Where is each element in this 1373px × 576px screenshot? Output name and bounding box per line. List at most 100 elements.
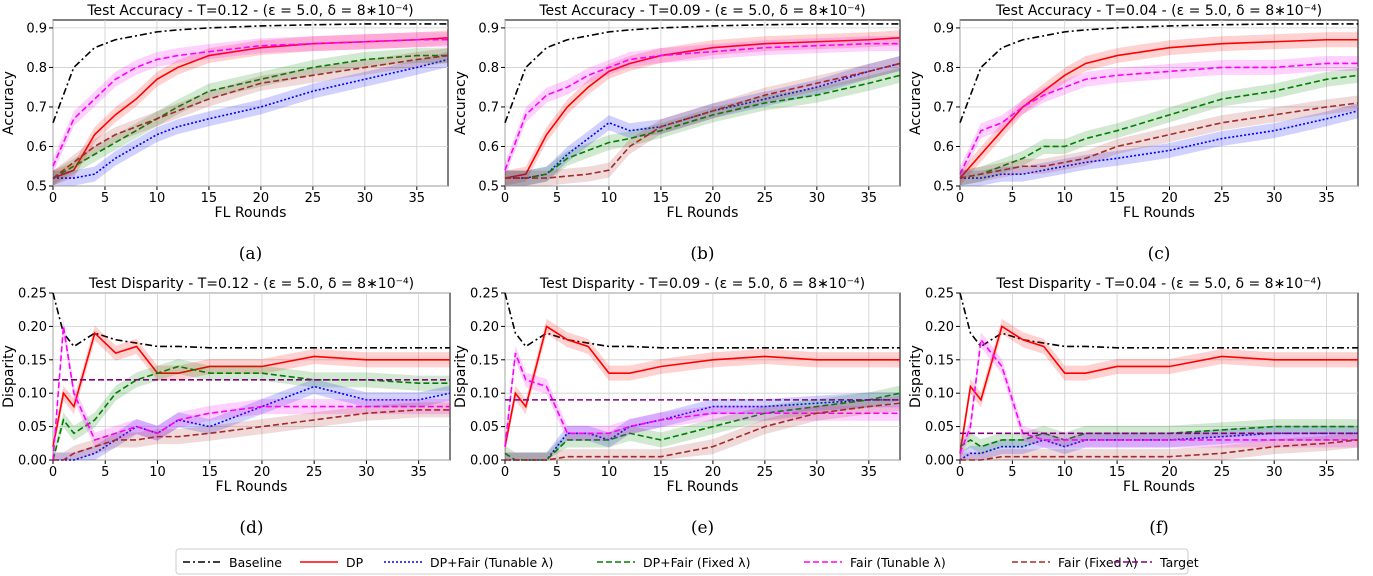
y-tick-label: 0.8 [26,61,47,76]
x-tick-label: 35 [861,191,878,206]
y-tick-label: 0.10 [470,387,499,402]
x-tick-label: 30 [357,191,374,206]
legend-label: Fair (Tunable λ) [850,555,946,570]
series-line [52,54,449,179]
subfigure-caption: (b) [690,244,714,264]
y-axis-label: Disparity [1,345,17,408]
legend-item: Fair (Fixed λ) [1012,555,1138,570]
y-tick-label: 0.5 [933,180,954,195]
x-tick-label: 0 [49,465,57,480]
legend-item: Fair (Tunable λ) [804,555,946,570]
y-tick-label: 0.00 [18,454,47,469]
confidence-band [960,432,1358,460]
series-line [53,58,449,179]
x-tick-label: 35 [410,465,427,480]
subfigure-caption: (a) [239,244,262,264]
series-line [959,74,1359,179]
y-axis-label: Accuracy [453,71,469,135]
series-line [53,409,450,461]
confidence-band [53,30,448,186]
legend-label: DP [346,555,364,570]
series-line [504,352,900,447]
y-tick-label: 0.5 [478,180,499,195]
series-line [504,392,901,461]
confidence-band [505,30,900,186]
x-tick-label: 15 [653,465,670,480]
confidence-band [53,318,450,460]
chart-title: Test Accuracy - T=0.04 - (ε = 5.0, δ = 8… [995,3,1322,19]
confidence-band [960,332,1358,460]
legend-item: DP+Fair (Fixed λ) [597,555,750,570]
chart-panel-4: 0 5 10 15 20 25 30 35 0.00 0.05 0.10 0.15 0.20 0.25 Te… [1,276,451,538]
series-line [52,326,450,461]
confidence-band [960,56,1358,182]
legend: Baseline DP DP+Fair (Tunable λ) DP+Fair (Fi… [175,548,1199,575]
chart-panel-6: 0 5 10 15 20 25 30 35 0.00 0.05 0.10 0.15 0.20 0.25 Te… [908,276,1359,538]
x-tick-label: 35 [1318,191,1335,206]
confidence-band [53,48,448,186]
y-tick-label: 0.7 [478,100,499,115]
chart-title: Test Disparity - T=0.04 - (ε = 5.0, δ = … [995,276,1321,292]
confidence-band [505,56,900,186]
x-tick-label: 15 [653,191,670,206]
y-tick-label: 0.25 [470,287,499,302]
y-tick-label: 0.15 [925,353,954,368]
y-axis-label: Disparity [453,345,469,408]
confidence-band [960,318,1358,460]
x-tick-label: 15 [1109,465,1126,480]
x-tick-label: 10 [149,465,166,480]
series-line [959,425,1358,448]
x-tick-label: 20 [1161,191,1178,206]
y-tick-label: 0.6 [478,140,499,155]
x-tick-label: 25 [757,465,774,480]
x-tick-label: 25 [1214,191,1231,206]
legend-item: DP [300,555,364,570]
legend-label: Target [1159,555,1199,570]
legend-label: DP+Fair (Fixed λ) [643,555,750,570]
confidence-band [53,402,450,460]
plot-area [959,19,1359,187]
series-line [959,102,1359,179]
x-tick-label: 20 [254,465,271,480]
series-line [505,62,901,179]
plot-area [504,292,901,461]
series-line [959,325,1358,454]
series-line [960,439,1359,461]
x-tick-label: 35 [861,465,878,480]
x-tick-label: 5 [553,191,561,206]
x-tick-label: 20 [1161,465,1178,480]
confidence-band [53,48,448,186]
subfigure-caption: (d) [239,518,263,538]
y-tick-label: 0.05 [470,420,499,435]
chart-title: Test Disparity - T=0.12 - (ε = 5.0, δ = … [88,276,414,292]
confidence-band [505,56,900,186]
y-tick-label: 0.9 [933,21,954,36]
x-tick-label: 10 [149,191,166,206]
chart-panel-5: 0 5 10 15 20 25 30 35 0.00 0.05 0.10 0.15 0.20 0.25 Te… [453,276,901,538]
x-axis-label: FL Rounds [215,205,287,221]
y-tick-label: 0.25 [18,287,47,302]
series-line [52,38,448,167]
subfigure-caption: (c) [1148,244,1171,264]
y-tick-label: 0.20 [925,320,954,335]
y-tick-label: 0.15 [18,353,47,368]
series-line [959,62,1358,175]
x-axis-label: FL Rounds [216,479,288,495]
x-tick-label: 30 [1266,465,1283,480]
x-tick-label: 30 [358,465,375,480]
y-tick-label: 0.8 [478,61,499,76]
series-line [959,337,1358,454]
y-tick-label: 0.10 [925,387,954,402]
y-tick-label: 0.20 [18,320,47,335]
confidence-band [505,345,900,455]
series-line [52,54,448,179]
y-tick-label: 0.8 [933,61,954,76]
legend-label: Fair (Fixed λ) [1058,555,1138,570]
plot-area [52,292,451,461]
plot-area [52,19,449,187]
series-line [52,292,450,349]
x-axis-label: FL Rounds [667,479,739,495]
x-tick-label: 25 [757,191,774,206]
legend-frame [175,548,1189,575]
